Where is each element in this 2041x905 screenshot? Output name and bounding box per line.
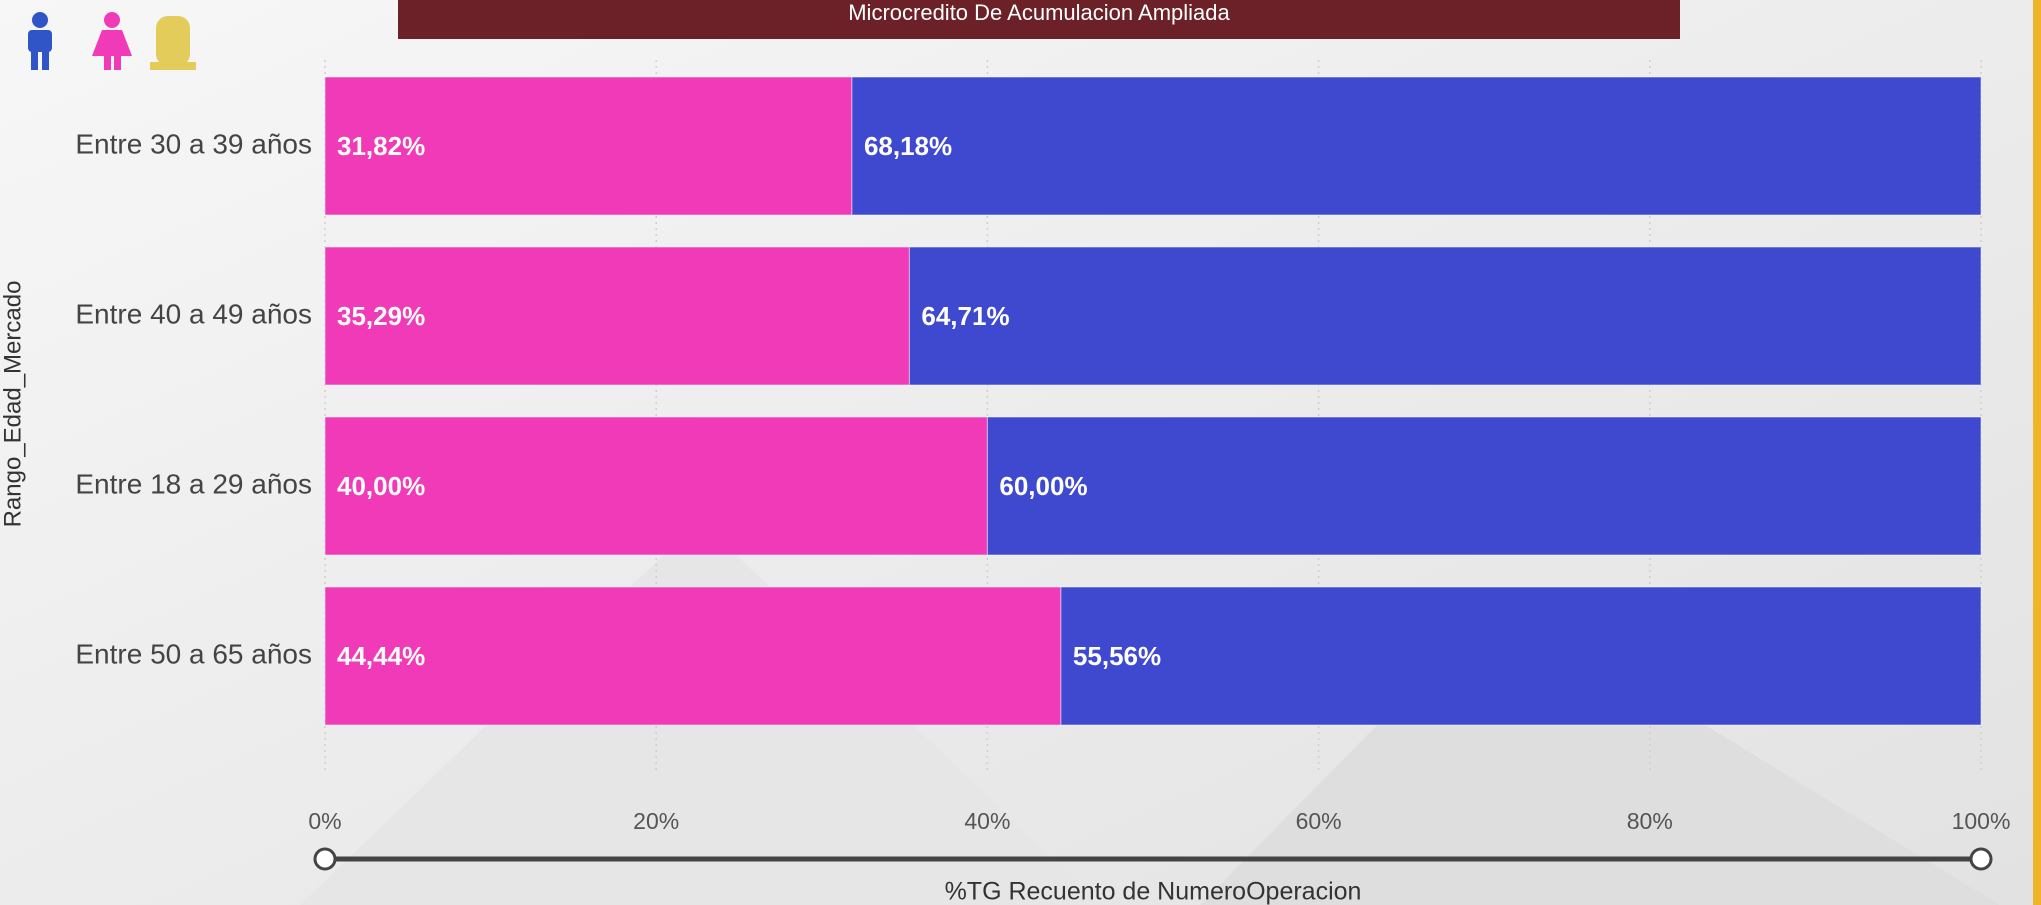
- data-label: 68,18%: [864, 131, 952, 161]
- bar-segment: [324, 76, 853, 216]
- data-label: 40,00%: [337, 471, 425, 501]
- other-icon: [150, 16, 196, 70]
- bar-segment: [324, 416, 988, 556]
- data-label: 31,82%: [337, 131, 425, 161]
- slider-handle[interactable]: [313, 847, 337, 871]
- data-label: 44,44%: [337, 641, 425, 671]
- bar-segment: [324, 586, 1062, 726]
- x-tick-label: 80%: [1627, 808, 1673, 834]
- data-label: 55,56%: [1073, 641, 1161, 671]
- x-tick-label: 0%: [308, 808, 341, 834]
- y-tick-label: Entre 18 a 29 años: [75, 468, 312, 499]
- x-tick-label: 40%: [964, 808, 1010, 834]
- bar-segment: [1060, 586, 1982, 726]
- data-label: 60,00%: [999, 471, 1087, 501]
- legend-icons: [28, 12, 196, 70]
- bar-segment: [986, 416, 1982, 556]
- y-tick-label: Entre 50 a 65 años: [75, 638, 312, 669]
- y-tick-label: Entre 40 a 49 años: [75, 298, 312, 329]
- bar-segment: [851, 76, 1982, 216]
- male-icon: [28, 12, 52, 70]
- edge-bar: [2033, 0, 2041, 905]
- background-shape: [1200, 600, 2000, 905]
- x-tick-label: 60%: [1296, 808, 1342, 834]
- slider-handle[interactable]: [1969, 847, 1993, 871]
- data-label: 64,71%: [921, 301, 1009, 331]
- x-tick-label: 20%: [633, 808, 679, 834]
- chart-title: Microcredito De Acumulacion Ampliada: [848, 0, 1230, 25]
- bar-segment: [324, 246, 910, 386]
- y-axis-label: Rango_Edad_Mercado: [0, 281, 26, 528]
- data-label: 35,29%: [337, 301, 425, 331]
- female-icon: [92, 12, 132, 70]
- bar-segment: [908, 246, 1982, 386]
- y-tick-label: Entre 30 a 39 años: [75, 128, 312, 159]
- x-tick-label: 100%: [1952, 808, 2011, 834]
- x-axis-label: %TG Recuento de NumeroOperacion: [945, 878, 1362, 905]
- title-bar: [398, 0, 1680, 39]
